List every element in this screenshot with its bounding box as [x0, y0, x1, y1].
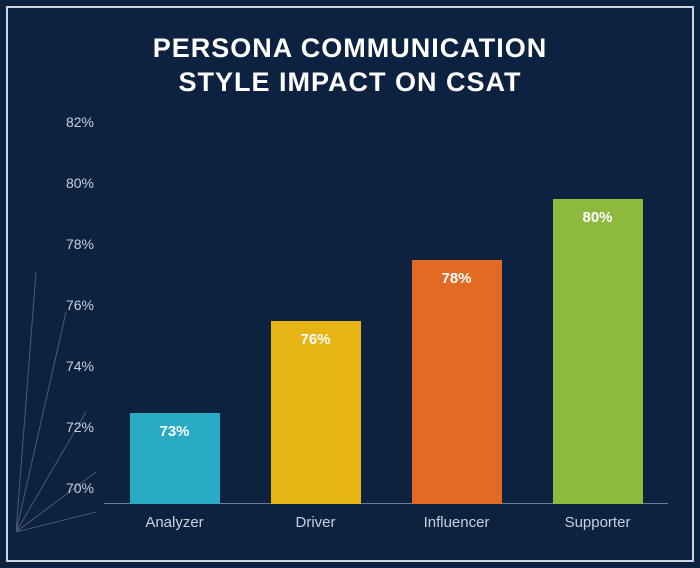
bar-value-label: 76% — [271, 331, 361, 348]
bar-slot: 80% — [527, 138, 668, 504]
bar-value-label: 80% — [553, 209, 643, 226]
bar: 73% — [130, 413, 220, 505]
chart-area: 70%72%74%76%78%80%82% 73%76%78%80% Analy… — [48, 138, 668, 534]
bar-value-label: 73% — [130, 423, 220, 440]
x-tick: Driver — [245, 506, 386, 534]
y-tick: 70% — [66, 480, 94, 496]
y-tick: 72% — [66, 419, 94, 435]
bar-slot: 78% — [386, 138, 527, 504]
chart-title: PERSONA COMMUNICATION STYLE IMPACT ON CS… — [8, 8, 692, 100]
bar: 76% — [271, 321, 361, 504]
x-tick: Analyzer — [104, 506, 245, 534]
y-tick: 82% — [66, 114, 94, 130]
plot-area: 73% 76% 78% 80% — [104, 138, 668, 504]
bar-slot: 76% — [245, 138, 386, 504]
title-line1: PERSONA COMMUNICATION — [8, 32, 692, 66]
bar-value-label: 78% — [412, 270, 502, 287]
x-axis: AnalyzerDriverInfluencerSupporter — [104, 506, 668, 534]
y-tick: 76% — [66, 297, 94, 313]
x-tick: Influencer — [386, 506, 527, 534]
x-tick: Supporter — [527, 506, 668, 534]
y-tick: 80% — [66, 175, 94, 191]
chart-frame: PERSONA COMMUNICATION STYLE IMPACT ON CS… — [6, 6, 694, 562]
title-line2: STYLE IMPACT ON CSAT — [8, 66, 692, 100]
bar: 78% — [412, 260, 502, 504]
y-axis: 70%72%74%76%78%80%82% — [48, 138, 104, 504]
bar-slot: 73% — [104, 138, 245, 504]
bar: 80% — [553, 199, 643, 504]
y-tick: 74% — [66, 358, 94, 374]
y-tick: 78% — [66, 236, 94, 252]
bars-container: 73% 76% 78% 80% — [104, 138, 668, 504]
